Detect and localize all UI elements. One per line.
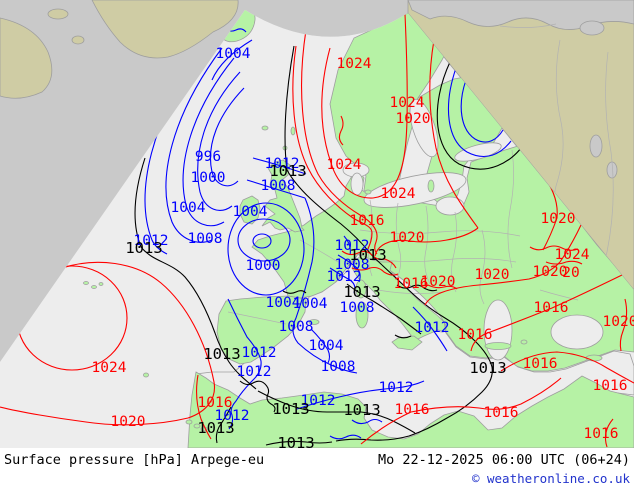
model-label: Arpege-eu: [190, 452, 265, 468]
isobar-label: 1000: [191, 170, 226, 186]
isobar-label: 1016: [350, 213, 385, 229]
isobar-label: 1024: [555, 247, 590, 263]
isobar-label: 1013: [343, 401, 380, 419]
isobar-label: 1020: [390, 230, 425, 246]
isobar-label: 1012: [327, 269, 362, 285]
isobar-label: 1016: [198, 395, 233, 411]
copyright-text: © weatheronline.co.uk: [471, 471, 630, 486]
isobar-label: 1016: [484, 405, 519, 421]
isobar-label: 1013: [349, 246, 386, 264]
isobar-label: 1016: [394, 276, 429, 292]
isobar-label: 1016: [593, 378, 628, 394]
isobar-label: 1020: [541, 211, 576, 227]
isobar-label: 1024: [327, 157, 362, 173]
isobar-label: 1012: [265, 156, 300, 172]
isobar-label: 1004: [293, 296, 328, 312]
valid-datetime: Mo 22-12-2025 06:00 UTC (06+24): [378, 452, 630, 468]
isobar-label: 1013: [343, 283, 380, 301]
isobar-label: 1008: [335, 257, 370, 273]
isobar-label: 1012: [415, 320, 450, 336]
isobar-label: 20: [562, 265, 579, 281]
isobar-label: 1004: [233, 204, 268, 220]
isobar-label: 1012: [134, 233, 169, 249]
isobar-label: 1024: [381, 186, 416, 202]
isobar-label: 1013: [203, 345, 240, 363]
unit-label: [hPa]: [142, 452, 183, 468]
isobar-label: 1008: [321, 359, 356, 375]
isobar-label: 1013: [469, 359, 506, 377]
isobar-label: 1024: [337, 56, 372, 72]
isobar-label: 1013: [277, 434, 314, 448]
isobar-label: 1020: [603, 314, 634, 330]
isobar-label: 1012: [379, 380, 414, 396]
isobar-labels: 1004996100010041008101210121008100410001…: [92, 46, 634, 448]
isobar-lines: [0, 13, 634, 448]
isobar-label: 996: [195, 149, 221, 165]
isobar-label: 1016: [534, 300, 569, 316]
isobar-label: 1016: [584, 426, 619, 442]
map-footer: Surface pressure [hPa] Arpege-eu Mo 22-1…: [0, 448, 634, 490]
isobar-label: 1012: [237, 364, 272, 380]
isobar-label: 1016: [523, 356, 558, 372]
isobar-label: 1013: [197, 419, 234, 437]
map-title: Surface pressure [hPa] Arpege-eu: [4, 452, 264, 468]
isobar-label: 1013: [272, 400, 309, 418]
isobar-label: 1020: [111, 414, 146, 430]
pressure-map-svg: 1004996100010041008101210121008100410001…: [0, 0, 634, 448]
isobar-label: 1008: [279, 319, 314, 335]
out-of-domain-regions: [0, 0, 634, 362]
parameter-label: Surface pressure: [4, 452, 135, 468]
isobar-label: 1020: [396, 111, 431, 127]
isobar-label: 1012: [301, 393, 336, 409]
isobar-label: 1008: [340, 300, 375, 316]
isobar-label: 1004: [171, 200, 206, 216]
isobar-label: 1013: [269, 162, 306, 180]
isobar-label: 1012: [335, 238, 370, 254]
isobar-label: 1004: [309, 338, 344, 354]
isobar-label: 1012: [215, 408, 250, 424]
surface-pressure-map: 1004 996 1000 1004 1008 1012 1012 1008 1004 1000 1…: [0, 0, 634, 448]
isobar-label: 1013: [125, 239, 162, 257]
isobar-label: 1008: [261, 178, 296, 194]
isobar-label: 1008: [188, 231, 223, 247]
isobar-label: 1016: [395, 402, 430, 418]
isobar-label: 1016: [458, 327, 493, 343]
isobar-label: 1020: [475, 267, 510, 283]
isobar-label: 1004: [216, 46, 251, 62]
isobar-label: 1024: [390, 95, 425, 111]
isobar-label: 1024: [92, 360, 127, 376]
isobar-label: 1020: [421, 274, 456, 290]
isobar-label: 1004: [266, 295, 301, 311]
isobar-label: 1012: [242, 345, 277, 361]
isobar-label: 1020: [533, 264, 568, 280]
isobar-label: 1000: [246, 258, 281, 274]
